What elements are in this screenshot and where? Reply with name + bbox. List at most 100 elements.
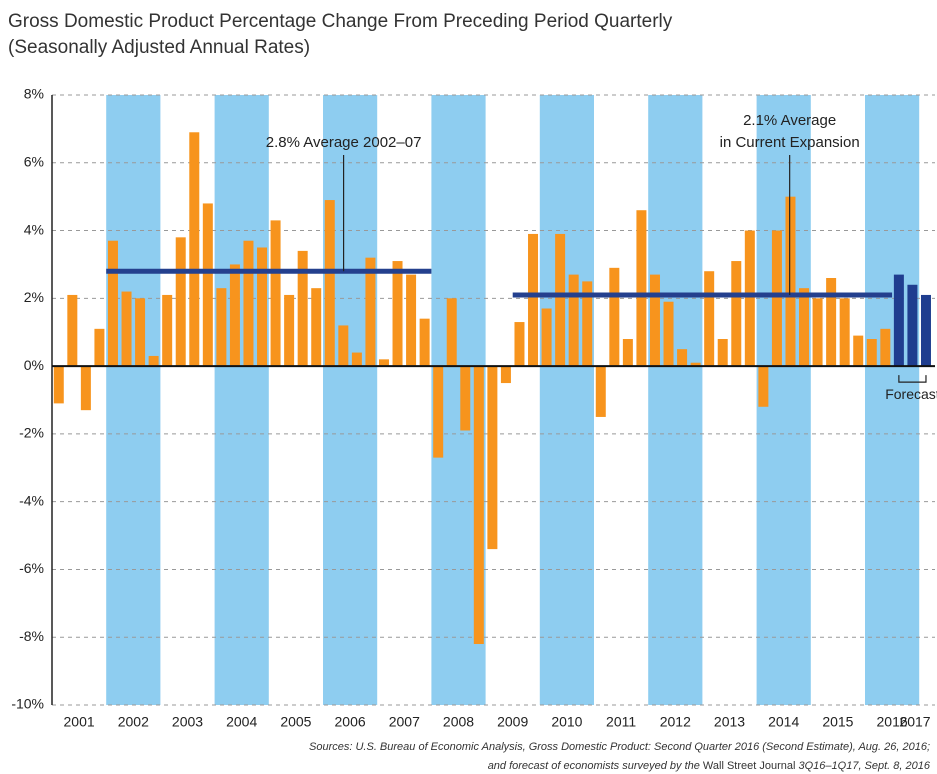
bar [582,281,593,367]
x-tick-label: 2008 [443,714,474,730]
bar [216,288,227,367]
bar [677,349,688,367]
bar [351,352,362,367]
y-tick-label: 8% [24,86,44,102]
sources: Sources: U.S. Bureau of Economic Analysi… [309,741,930,753]
forecast-label: Forecast [885,386,937,402]
x-tick-label: 2017 [899,714,930,730]
x-tick-label: 2003 [172,714,203,730]
x-tick-label: 2014 [768,714,799,730]
bar [514,322,525,367]
bar [419,318,430,367]
bar [812,298,823,367]
bar [94,328,105,367]
bar [853,335,864,367]
bar [880,328,891,367]
sources: 3Q16–1Q17, Sept. 8, 2016 [795,760,930,772]
bar [839,298,850,367]
x-tick-label: 2011 [606,714,636,730]
bar [799,288,810,367]
year-band [214,95,269,705]
bar [406,274,417,367]
y-tick-label: 0% [24,357,44,373]
year-band [323,95,378,705]
bar [324,200,335,367]
bar [649,274,660,367]
year-band [648,95,703,705]
bar [826,278,837,367]
bar [297,250,308,367]
x-tick-label: 2012 [660,714,691,730]
bar [460,366,471,431]
sources: and forecast of economists surveyed by t… [488,760,703,772]
x-tick-label: 2006 [335,714,366,730]
x-tick-label: 2009 [497,714,528,730]
x-tick-label: 2010 [551,714,582,730]
bar [311,288,322,367]
bar [392,261,403,367]
average-label: 2.1% Average [743,112,836,129]
bar [717,339,728,367]
y-tick-label: -10% [11,696,44,712]
bar [243,240,254,367]
bar [622,339,633,367]
bar [920,294,931,367]
bar [67,294,78,367]
bar [893,274,904,367]
bar [80,366,91,411]
x-tick-label: 2002 [118,714,149,730]
bar [270,220,281,367]
bar [771,230,782,367]
bar [555,233,566,367]
x-tick-label: 2013 [714,714,745,730]
y-tick-label: -6% [19,560,44,576]
bar [690,362,701,367]
bar [473,366,484,644]
bar [446,298,457,367]
y-tick-label: 2% [24,289,44,305]
bar [568,274,579,367]
sources: Wall Street Journal [703,760,796,772]
x-tick-label: 2015 [822,714,853,730]
bar [636,210,647,367]
bar [609,267,620,367]
bar [528,233,539,367]
x-tick-label: 2005 [280,714,311,730]
bar [378,359,389,367]
bar [148,355,159,367]
bar [785,196,796,367]
bar [175,237,186,367]
x-tick-label: 2004 [226,714,257,730]
y-tick-label: 6% [24,153,44,169]
sources: and forecast of economists surveyed by t… [488,760,931,772]
bar [758,366,769,407]
y-tick-label: -8% [19,628,44,644]
bar [121,291,132,367]
bar [744,230,755,367]
y-tick-label: 4% [24,221,44,237]
average-label: in Current Expansion [720,134,860,151]
bar [189,132,200,367]
year-band [106,95,161,705]
bar [338,325,349,367]
bar [284,294,295,367]
bar [53,366,64,404]
average-label: 2.8% Average 2002–07 [266,134,422,151]
bar [731,261,742,367]
bar [107,240,118,367]
x-tick-label: 2007 [389,714,420,730]
bar [704,271,715,367]
bar [365,257,376,367]
bar [907,284,918,367]
x-tick-label: 2016 [877,714,908,730]
bar [229,264,240,367]
chart-title: Gross Domestic Product Percentage Change… [8,11,673,32]
x-tick-label: 2001 [64,714,95,730]
bar [135,298,146,367]
bar [500,366,511,384]
year-band [865,95,920,705]
bar [595,366,606,417]
forecast-bracket [898,375,927,383]
year-band [539,95,594,705]
